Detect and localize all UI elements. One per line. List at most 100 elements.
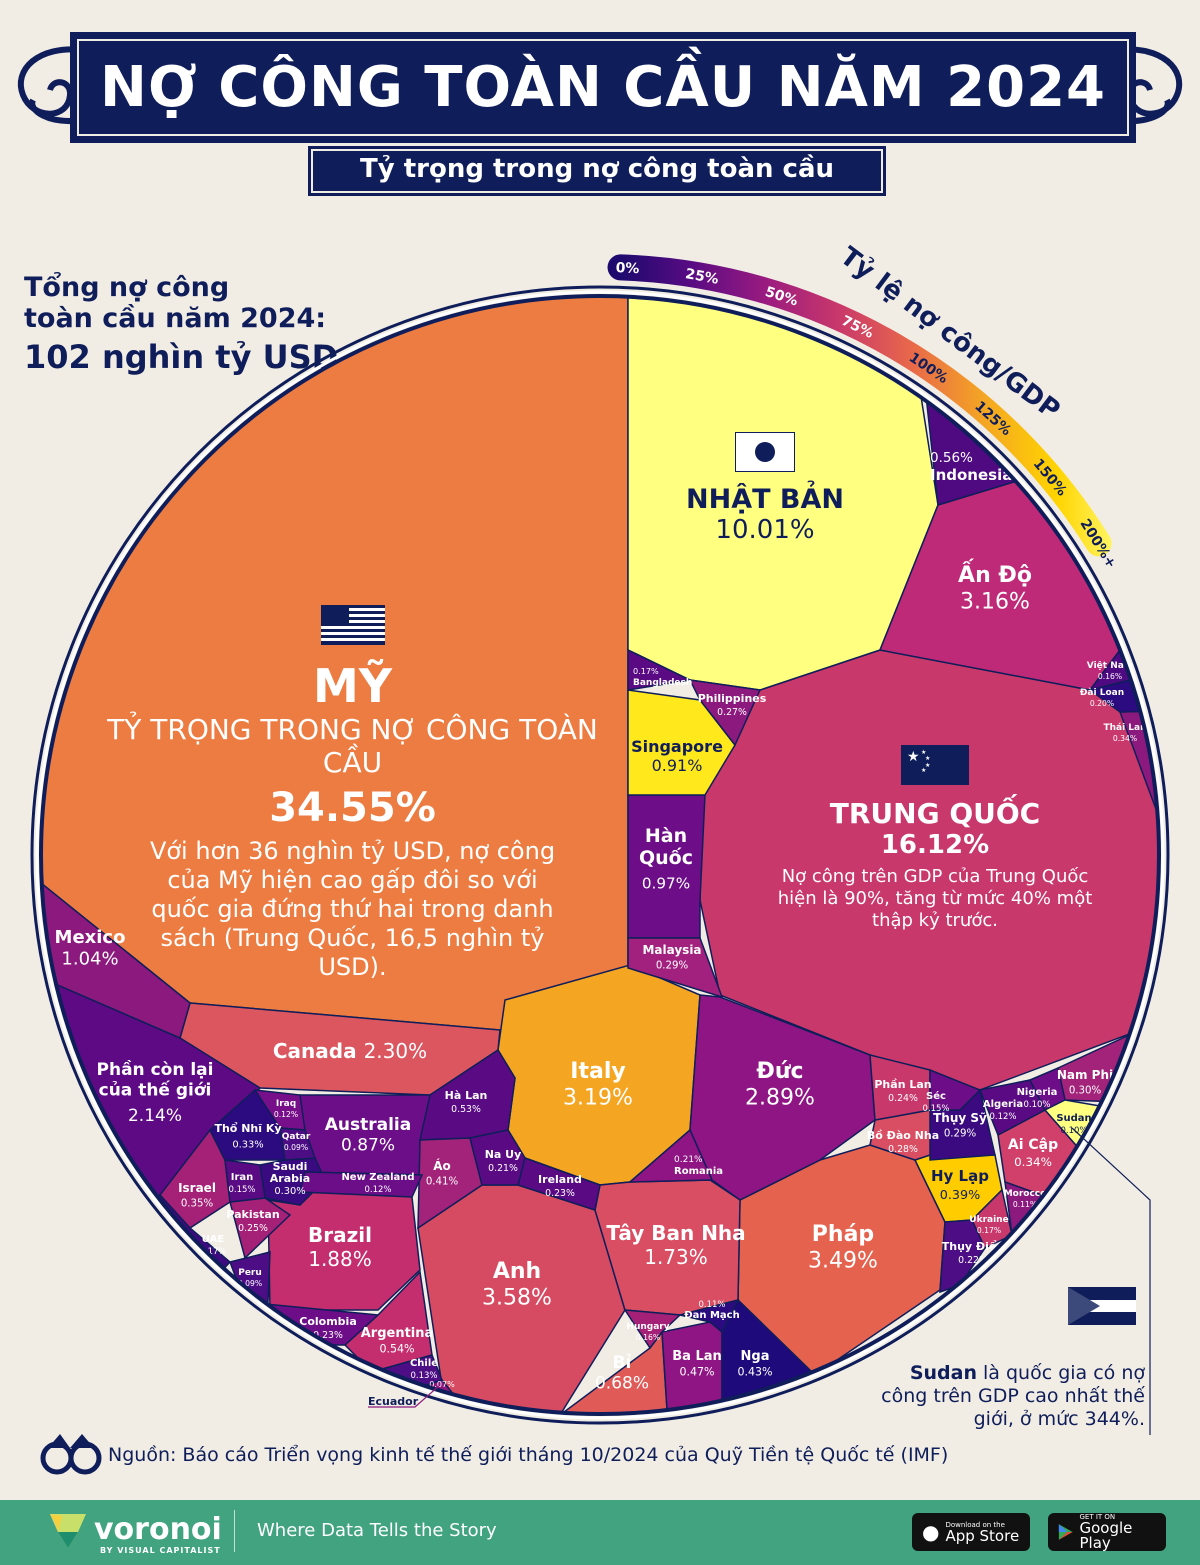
cell-thuy-dien — [939, 1219, 986, 1294]
label-romania: 0.21% Romania — [674, 1155, 723, 1177]
svg-text:★: ★ — [921, 749, 926, 756]
label-hy-lap: Hy Lạp 0.39% — [931, 1167, 989, 1203]
japan-name: NHẬT BẢN — [686, 484, 844, 515]
google-play-button[interactable]: GET IT ON Google Play — [1048, 1513, 1166, 1551]
label-nigeria: Nigeria 0.10% — [1017, 1087, 1058, 1110]
label-ireland: Ireland 0.23% — [538, 1173, 582, 1199]
ecuador-callout-line — [368, 1384, 441, 1408]
sudan-note-text: là quốc gia có nợ công trên GDP cao nhất… — [881, 1362, 1145, 1430]
source: Nguồn: Báo cáo Triển vọng kinh tế thế gi… — [40, 1430, 948, 1480]
label-thuy-sy: Thụy Sỹ 0.29% — [933, 1111, 987, 1139]
label-tay-ban-nha: Tây Ban Nha 1.73% — [606, 1221, 745, 1269]
label-sudan: Sudan 0.10% — [1056, 1113, 1091, 1136]
total-label-2: toàn cầu năm 2024: — [24, 303, 327, 334]
label-duc: Đức 2.89% — [745, 1059, 815, 1110]
label-ai-cap: Ai Cập 0.34% — [1008, 1137, 1058, 1169]
label-thai-lan: Thái Lan 0.34% — [1103, 723, 1146, 743]
binoculars-icon — [40, 1434, 102, 1475]
label-qatar: Qatar 0.09% — [282, 1132, 311, 1152]
google-play-big: Google Play — [1079, 1519, 1133, 1552]
voronoi-chart: 0% 25%50%75%100%125%150%200%+Tỷ lệ nợ côn… — [30, 241, 1170, 1435]
us-description: Với hơn 36 nghìn tỷ USD, nợ công của Mỹ … — [149, 837, 556, 981]
apple-icon: ● — [922, 1520, 940, 1544]
scale-tick-0: 0% — [615, 260, 640, 277]
label-israel: Israel 0.35% — [178, 1181, 216, 1209]
label-an-do: Ấn Độ 3.16% — [958, 559, 1032, 614]
app-store-button[interactable]: ● Download on the App Store — [912, 1513, 1030, 1551]
label-na-uy: Na Uy 0.21% — [485, 1148, 522, 1174]
cell-na-uy — [469, 1129, 526, 1186]
label-pakistan: Pakistan 0.25% — [226, 1208, 279, 1234]
label-han-quoc: Hàn Quốc 0.97% — [639, 825, 693, 893]
voronoi-logo[interactable]: voronoi BY VISUAL CAPITALIST — [48, 1510, 222, 1555]
subtitle: Tỷ trọng trong nợ công toàn cầu — [308, 146, 886, 196]
label-tho-nhi-ky: Thổ Nhĩ Kỳ 0.33% — [214, 1122, 281, 1150]
label-ukraine: Ukraine 0.17% — [969, 1215, 1008, 1235]
cell-philippines — [688, 679, 762, 747]
cell-mexico — [42, 848, 191, 1040]
sudan-flag-icon — [1068, 1287, 1136, 1325]
label-iran: Iran 0.15% — [228, 1172, 255, 1195]
label-nam-phi: Nam Phi 0.30% — [1057, 1068, 1113, 1096]
us-name: MỸ — [312, 659, 393, 713]
us-highlight: MỸ TỶ TRỌNG TRONG NỢ CÔNG TOÀN CẦU 34.55… — [80, 605, 625, 982]
label-iraq: Iraq 0.12% — [274, 1099, 298, 1119]
sudan-note: Sudan là quốc gia có nợ công trên GDP ca… — [860, 1362, 1145, 1431]
china-flag-icon: ★ ★★★★ — [901, 745, 969, 785]
label-morocco: Morocco 0.11% — [1004, 1189, 1047, 1209]
sudan-callout-line — [1071, 1127, 1151, 1435]
scale-tick-1: 25% — [684, 266, 720, 288]
label-ecuador: 0.07% — [429, 1380, 455, 1389]
label-algeria: Algeria 0.12% — [983, 1099, 1023, 1122]
label-thuy-dien: Thụy Điển 0.22% — [942, 1240, 1004, 1266]
label-indonesia: 0.56% Indonesia — [930, 450, 1012, 484]
svg-text:★: ★ — [925, 762, 930, 769]
scale-gradient-bar — [607, 254, 1112, 557]
label-anh: Anh 3.58% — [482, 1259, 552, 1310]
china-description: Nợ công trên GDP của Trung Quốc hiện là … — [777, 866, 1093, 931]
label-dai-loan: Đài Loan 0.20% — [1080, 688, 1124, 708]
label-malaysia: Malaysia 0.29% — [642, 943, 701, 971]
ecuador-callout: Ecuador — [368, 1395, 419, 1408]
label-dan-mach: 0.11% Đan Mạch — [684, 1300, 739, 1321]
svg-text:★: ★ — [925, 755, 930, 762]
us-share: 34.55% — [269, 785, 436, 831]
label-brazil: Brazil 1.88% — [308, 1223, 372, 1271]
title-banner: NỢ CÔNG TOÀN CẦU NĂM 2024 — [70, 32, 1136, 143]
label-colombia: Colombia 0.23% — [299, 1315, 357, 1341]
total-label-1: Tổng nợ công — [24, 272, 230, 303]
label-ha-lan: Hà Lan 0.53% — [445, 1089, 488, 1115]
label-argentina: Argentina 0.54% — [361, 1326, 434, 1356]
cell-malaysia — [627, 937, 724, 999]
label-phan-con-lai-cua-the-gioi: Phần còn lại của thế giới 2.14% — [97, 1059, 214, 1126]
label-bi: Bỉ 0.68% — [595, 1353, 649, 1393]
circle-border — [39, 294, 1161, 1416]
footer: voronoi BY VISUAL CAPITALIST Where Data … — [0, 1500, 1200, 1565]
japan-share: 10.01% — [715, 515, 815, 545]
label-ba-lan: Ba Lan 0.47% — [672, 1349, 722, 1379]
label-saudi-arabia: Saudi Arabia 0.30% — [270, 1160, 310, 1197]
google-play-small: GET IT ON — [1079, 1513, 1116, 1521]
label-chile: Chile 0.13% — [410, 1358, 438, 1381]
svg-text:★: ★ — [907, 749, 920, 765]
cell-hungary — [623, 1309, 682, 1350]
brand-name: voronoi — [94, 1512, 222, 1547]
label-uae: UAE 0.17% — [199, 1234, 226, 1257]
label-australia: Australia 0.87% — [325, 1115, 412, 1155]
label-singapore: Singapore 0.91% — [631, 737, 723, 775]
china-name: TRUNG QUỐC — [829, 797, 1041, 830]
label-italy: Italy 3.19% — [563, 1059, 633, 1110]
label-philippines: Philippines 0.27% — [698, 692, 767, 718]
label-ao: Áo 0.41% — [426, 1158, 459, 1187]
sudan-note-bold: Sudan — [909, 1362, 977, 1384]
label-viet-nam: Việt Nam 0.16% — [1087, 661, 1133, 681]
cell-singapore — [627, 689, 736, 796]
source-text: Nguồn: Báo cáo Triển vọng kinh tế thế gi… — [108, 1444, 949, 1466]
label-new-zealand: New Zealand 0.12% — [341, 1172, 414, 1195]
cell-new-zealand — [299, 1171, 424, 1198]
footer-divider — [234, 1510, 235, 1552]
label-canada: Canada 2.30% — [273, 1039, 427, 1063]
label-peru: Peru 0.09% — [238, 1268, 262, 1288]
china-share: 16.12% — [880, 830, 990, 860]
page-title: NỢ CÔNG TOÀN CẦU NĂM 2024 — [99, 55, 1106, 120]
